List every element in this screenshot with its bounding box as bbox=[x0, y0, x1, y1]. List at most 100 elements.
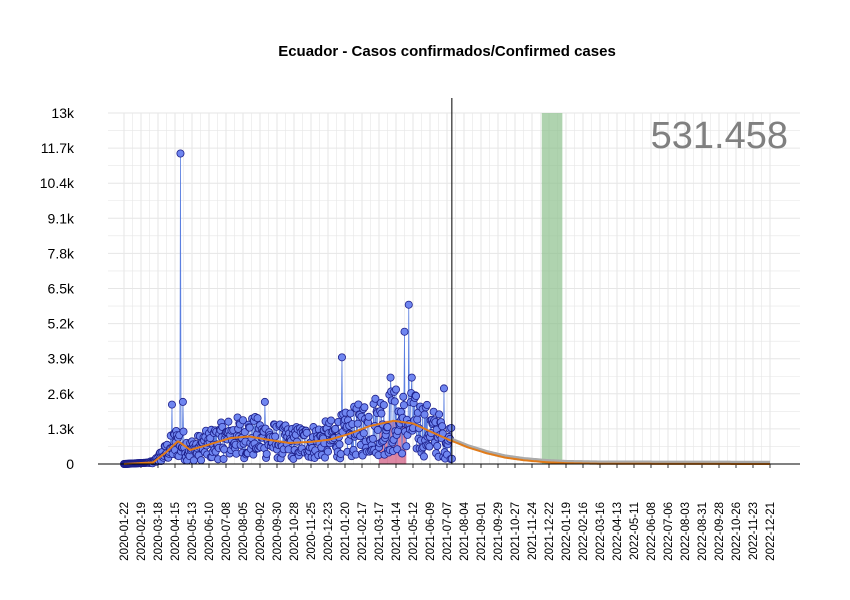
data-point bbox=[238, 416, 247, 425]
data-point bbox=[413, 415, 422, 424]
y-tick-label: 10.4k bbox=[40, 175, 75, 191]
data-point bbox=[176, 149, 185, 158]
x-tick-label: 2022-02-16 bbox=[578, 502, 590, 561]
x-tick-label: 2020-10-28 bbox=[289, 502, 301, 561]
x-tick-label: 2020-12-23 bbox=[323, 502, 335, 561]
data-point bbox=[399, 401, 408, 410]
data-point bbox=[404, 300, 413, 309]
data-point bbox=[178, 397, 187, 406]
data-point bbox=[262, 450, 271, 459]
y-tick-label: 2.6k bbox=[48, 386, 75, 402]
data-point bbox=[271, 432, 280, 441]
y-tick-label: 9.1k bbox=[48, 210, 75, 226]
data-point bbox=[390, 397, 399, 406]
forecast-band bbox=[451, 437, 771, 464]
data-point bbox=[219, 455, 228, 464]
x-tick-label: 2021-02-17 bbox=[357, 502, 369, 561]
data-point bbox=[412, 391, 421, 400]
x-tick-label: 2020-09-02 bbox=[255, 502, 267, 561]
y-tick-label: 0 bbox=[66, 456, 74, 472]
green-band bbox=[541, 113, 563, 464]
x-tick-label: 2022-08-31 bbox=[697, 502, 709, 561]
x-tick-label: 2021-09-01 bbox=[476, 502, 488, 561]
x-tick-label: 2022-05-11 bbox=[629, 502, 641, 560]
x-tick-label: 2022-11-23 bbox=[748, 502, 760, 560]
x-tick-label: 2022-10-26 bbox=[731, 502, 743, 561]
x-tick-label: 2021-10-27 bbox=[510, 502, 522, 561]
x-tick-label: 2021-07-07 bbox=[442, 502, 454, 561]
data-point bbox=[420, 410, 429, 419]
data-point bbox=[447, 423, 456, 432]
x-tick-label: 2020-09-30 bbox=[272, 502, 284, 561]
data-point bbox=[360, 403, 369, 412]
data-point bbox=[399, 392, 408, 401]
data-point bbox=[336, 449, 345, 458]
x-tick-label: 2022-09-28 bbox=[714, 502, 726, 561]
x-tick-label: 2020-03-18 bbox=[153, 502, 165, 561]
data-point bbox=[425, 442, 434, 451]
data-point bbox=[327, 416, 336, 425]
data-point bbox=[197, 456, 206, 465]
y-tick-label: 6.5k bbox=[48, 281, 75, 297]
y-axis: 0 1.3k 2.6k 3.9k 5.2k 6.5k 7.8k 9.1k 10.4k 11.7k 1… bbox=[40, 105, 75, 472]
x-tick-label: 2022-03-16 bbox=[595, 502, 607, 561]
x-tick-label: 2020-11-25 bbox=[306, 502, 318, 560]
x-tick-label: 2020-01-22 bbox=[119, 502, 131, 561]
data-point bbox=[386, 373, 395, 382]
x-tick-label: 2021-03-17 bbox=[374, 502, 386, 561]
data-point bbox=[245, 423, 254, 432]
data-point bbox=[346, 409, 355, 418]
y-tick-label: 5.2k bbox=[48, 316, 75, 332]
x-tick-label: 2021-11-24 bbox=[527, 501, 539, 560]
data-point bbox=[379, 400, 388, 409]
x-tick-label: 2021-08-04 bbox=[459, 501, 471, 560]
data-point bbox=[224, 417, 233, 426]
y-tick-label: 3.9k bbox=[48, 351, 75, 367]
data-point bbox=[167, 400, 176, 409]
x-tick-label: 2021-06-09 bbox=[425, 502, 437, 561]
x-tick-label: 2020-06-10 bbox=[204, 502, 216, 561]
data-point bbox=[383, 423, 392, 432]
x-tick-label: 2020-04-15 bbox=[170, 502, 182, 561]
data-point bbox=[323, 447, 332, 456]
data-point bbox=[398, 449, 407, 458]
data-point bbox=[260, 397, 269, 406]
chart-title: Ecuador - Casos confirmados/Confirmed ca… bbox=[278, 43, 616, 60]
data-point bbox=[371, 394, 380, 403]
data-point bbox=[435, 410, 444, 419]
data-point bbox=[335, 440, 344, 449]
x-tick-label: 2022-12-21 bbox=[765, 502, 777, 561]
x-tick-label: 2021-04-14 bbox=[391, 501, 403, 560]
x-tick-label: 2022-04-13 bbox=[612, 502, 624, 561]
x-tick-label: 2021-09-29 bbox=[493, 502, 505, 561]
x-tick-label: 2020-07-08 bbox=[221, 502, 233, 561]
data-point bbox=[179, 427, 188, 436]
data-point bbox=[364, 412, 373, 421]
grid bbox=[108, 112, 800, 465]
data-point bbox=[373, 425, 382, 434]
data-point bbox=[439, 384, 448, 393]
data-point bbox=[253, 414, 262, 423]
data-point bbox=[422, 400, 431, 409]
x-tick-label: 2020-02-19 bbox=[136, 502, 148, 561]
data-point bbox=[377, 409, 386, 418]
data-point bbox=[433, 441, 442, 450]
y-tick-label: 7.8k bbox=[48, 245, 75, 261]
data-point bbox=[353, 419, 362, 428]
x-tick-label: 2021-05-12 bbox=[408, 502, 420, 561]
y-tick-label: 13k bbox=[51, 105, 75, 121]
data-point bbox=[438, 422, 447, 431]
data-point bbox=[368, 434, 377, 443]
data-point bbox=[331, 424, 340, 433]
x-tick-label: 2022-01-19 bbox=[561, 502, 573, 561]
x-tick-label: 2022-07-06 bbox=[663, 502, 675, 561]
data-point bbox=[407, 373, 416, 382]
data-point bbox=[400, 327, 409, 336]
data-point bbox=[391, 385, 400, 394]
total-cases-label: 531.458 bbox=[651, 115, 788, 157]
x-tick-label: 2020-05-13 bbox=[187, 502, 199, 561]
y-tick-label: 11.7k bbox=[41, 140, 75, 156]
data-point bbox=[402, 442, 411, 451]
